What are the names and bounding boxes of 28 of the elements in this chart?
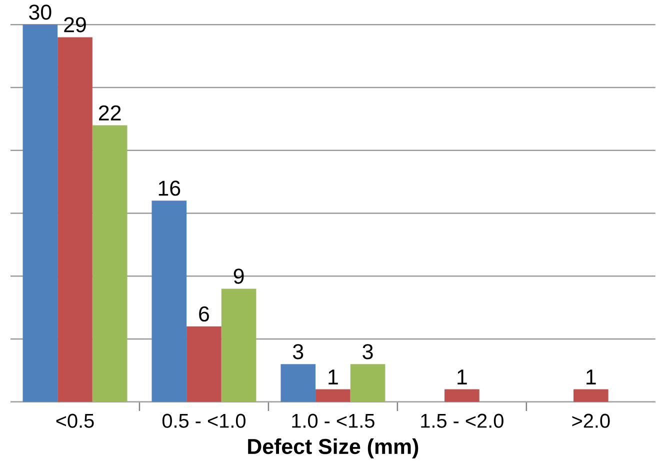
data-label: 1 bbox=[458, 369, 467, 384]
data-label: 30 bbox=[29, 4, 52, 20]
bar bbox=[350, 364, 386, 402]
data-label: 29 bbox=[64, 16, 86, 32]
bar bbox=[92, 125, 128, 402]
bar bbox=[444, 389, 480, 402]
data-label: 6 bbox=[199, 306, 209, 322]
bar bbox=[573, 389, 608, 402]
data-label: 3 bbox=[292, 344, 304, 360]
data-label: 9 bbox=[234, 268, 244, 284]
bar bbox=[22, 24, 58, 402]
data-label: 3 bbox=[362, 344, 373, 360]
data-label: 22 bbox=[98, 105, 121, 120]
data-label: 1 bbox=[586, 369, 596, 384]
x-tick-label: 1.0 - <1.5 bbox=[292, 414, 374, 428]
data-label: 16 bbox=[158, 180, 180, 196]
x-tick-label: >2.0 bbox=[572, 414, 610, 428]
bar bbox=[152, 200, 187, 402]
data-label: 1 bbox=[328, 369, 338, 384]
x-axis-title: Defect Size (mm) bbox=[248, 438, 418, 458]
bar bbox=[280, 364, 316, 402]
bar bbox=[221, 288, 256, 402]
x-tick-label: 1.5 - <2.0 bbox=[421, 414, 504, 428]
bar bbox=[58, 36, 92, 402]
x-tick-label: 0.5 - <1.0 bbox=[162, 414, 246, 428]
bar bbox=[186, 326, 222, 402]
bar bbox=[316, 389, 350, 402]
x-tick-label: <0.5 bbox=[56, 414, 94, 428]
